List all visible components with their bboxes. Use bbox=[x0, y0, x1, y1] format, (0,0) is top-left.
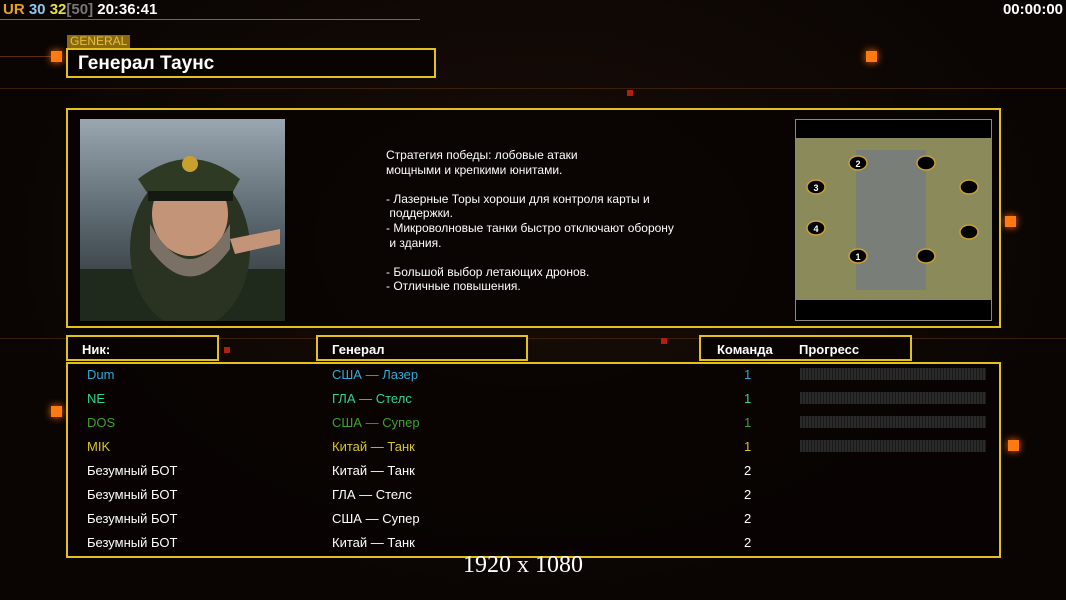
map-slot: 3 bbox=[813, 183, 818, 193]
map-slot: 1 bbox=[855, 252, 860, 262]
hud-time: 20:36:41 bbox=[97, 1, 158, 18]
player-row[interactable]: MIK Китай — Танк 1 bbox=[68, 436, 999, 460]
hud-value-b: 32 bbox=[49, 1, 67, 18]
progress-bar bbox=[800, 368, 986, 380]
hud-ur: UR bbox=[3, 1, 25, 18]
player-general: Китай — Танк bbox=[332, 439, 415, 454]
decor-square bbox=[51, 51, 62, 62]
hud-stats: UR 30 32[50] 20:36:41 bbox=[3, 1, 157, 18]
player-team: 1 bbox=[744, 439, 752, 454]
map-preview: 1 2 3 4 bbox=[795, 119, 992, 321]
player-team: 2 bbox=[744, 487, 752, 502]
player-general: США — Супер bbox=[332, 511, 420, 526]
decor-square bbox=[627, 90, 633, 96]
decor-square bbox=[224, 347, 230, 353]
player-general: Китай — Танк bbox=[332, 463, 415, 478]
general-name: Генерал Таунс bbox=[66, 48, 436, 78]
map-slot: 2 bbox=[855, 159, 860, 169]
player-general: США — Лазер bbox=[332, 367, 419, 382]
player-general: Китай — Танк bbox=[332, 535, 415, 550]
player-row[interactable]: Dum США — Лазер 1 bbox=[68, 364, 999, 388]
progress-bar bbox=[800, 392, 986, 404]
column-header-team-progress: Команда Прогресс bbox=[699, 335, 912, 361]
decor-line bbox=[0, 338, 1066, 339]
player-row[interactable]: Безумный БОТ Китай — Танк 2 bbox=[68, 460, 999, 484]
player-nick: Dum bbox=[87, 367, 115, 382]
column-header-general: Генерал bbox=[316, 335, 528, 361]
player-nick: Безумный БОТ bbox=[87, 535, 178, 550]
player-nick: Безумный БОТ bbox=[87, 487, 178, 502]
hud-underline bbox=[0, 19, 420, 20]
decor-square bbox=[1005, 216, 1016, 227]
player-nick: Безумный БОТ bbox=[87, 511, 178, 526]
player-team: 1 bbox=[744, 367, 752, 382]
player-general: США — Супер bbox=[332, 415, 420, 430]
game-timer: 00:00:00 bbox=[1002, 1, 1063, 18]
resolution-label: 1920 x 1080 bbox=[463, 552, 583, 578]
player-nick: DOS bbox=[87, 415, 116, 430]
player-team: 1 bbox=[744, 415, 752, 430]
player-team: 2 bbox=[744, 463, 752, 478]
column-header-team: Команда bbox=[717, 342, 773, 357]
decor-square bbox=[1008, 440, 1019, 451]
player-general: ГЛА — Стелс bbox=[332, 391, 412, 406]
decor-square bbox=[866, 51, 877, 62]
player-team: 1 bbox=[744, 391, 752, 406]
decor-line bbox=[0, 88, 1066, 89]
general-info-panel: Стратегия победы: лобовые атаки мощными … bbox=[66, 108, 1001, 329]
general-description: Стратегия победы: лобовые атаки мощными … bbox=[386, 148, 674, 294]
map-slot: 4 bbox=[813, 224, 818, 234]
column-header-progress: Прогресс bbox=[799, 342, 860, 357]
player-list: Dum США — Лазер 1 NE ГЛА — Стелс 1 DOS США… bbox=[66, 362, 1001, 558]
player-team: 2 bbox=[744, 511, 752, 526]
player-row[interactable]: DOS США — Супер 1 bbox=[68, 412, 999, 436]
player-team: 2 bbox=[744, 535, 752, 550]
decor-line bbox=[0, 56, 60, 57]
player-nick: NE bbox=[87, 391, 106, 406]
progress-bar bbox=[800, 416, 986, 428]
column-header-nick: Ник: bbox=[66, 335, 219, 361]
progress-bar bbox=[800, 440, 986, 452]
general-portrait bbox=[80, 119, 285, 329]
hud-value-c: [50] bbox=[66, 1, 94, 18]
player-nick: MIK bbox=[87, 439, 111, 454]
player-nick: Безумный БОТ bbox=[87, 463, 178, 478]
decor-square bbox=[51, 406, 62, 417]
player-row[interactable]: NE ГЛА — Стелс 1 bbox=[68, 388, 999, 412]
player-general: ГЛА — Стелс bbox=[332, 487, 412, 502]
general-tag: GENERAL bbox=[67, 35, 131, 48]
decor-square bbox=[661, 338, 667, 344]
player-row[interactable]: Безумный БОТ Китай — Танк 2 bbox=[68, 532, 999, 556]
player-row[interactable]: Безумный БОТ США — Супер 2 bbox=[68, 508, 999, 532]
player-row[interactable]: Безумный БОТ ГЛА — Стелс 2 bbox=[68, 484, 999, 508]
hud-value-a: 30 bbox=[28, 1, 46, 18]
